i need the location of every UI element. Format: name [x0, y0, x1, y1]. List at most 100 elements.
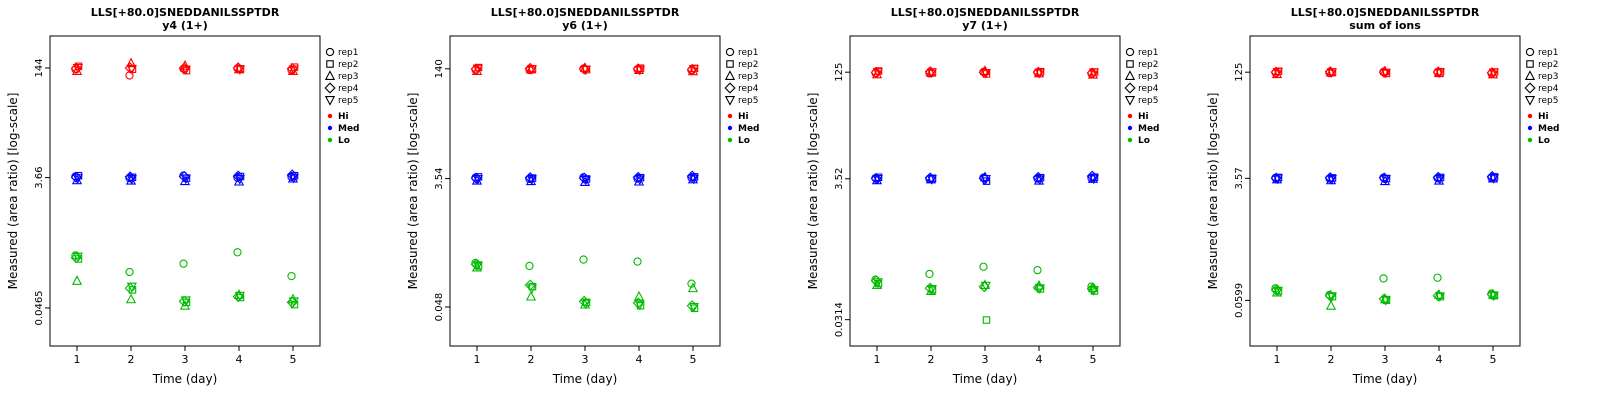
legend-marker-rep1 — [325, 47, 335, 57]
legend-label-rep2: rep2 — [738, 60, 758, 70]
legend-label-rep5: rep5 — [1138, 96, 1158, 106]
data-point-lo-day1-rep5 — [472, 261, 483, 271]
data-point-hi-day2-rep5 — [526, 65, 537, 76]
legend-marker-rep3 — [1524, 70, 1536, 80]
data-point-lo-day3-rep5 — [580, 299, 591, 310]
legend-marker-rep2 — [726, 60, 734, 68]
data-point-hi-day1-rep4 — [70, 62, 82, 74]
plot-border — [849, 35, 1121, 347]
legend-label-rep3: rep3 — [1138, 72, 1158, 82]
x-tick-label: 3 — [182, 353, 189, 366]
legend-label-rep1: rep1 — [1538, 48, 1558, 58]
data-point-hi-day3-rep5 — [180, 65, 191, 76]
data-point-lo-day4-rep4 — [232, 291, 244, 303]
data-point-lo-day5-rep5 — [1088, 285, 1099, 296]
data-point-lo-day3-rep4 — [978, 281, 990, 293]
data-point-hi-day5-rep4 — [1086, 67, 1098, 79]
data-point-lo-day3-rep4 — [1378, 293, 1390, 305]
data-point-hi-day4-rep5 — [1034, 68, 1045, 79]
data-point-hi-day3-rep4 — [1378, 66, 1390, 78]
legend-label-rep2: rep2 — [1138, 60, 1158, 70]
plot-svg: 1 2 3 4 5 125 3.52 0.0314 rep1 rep2 rep3 rep4 rep5 Hi… — [834, 35, 1160, 366]
legend-dot-med — [1527, 125, 1533, 131]
data-point-lo-day5-rep4 — [686, 300, 698, 312]
y-tick-label: 144 — [34, 58, 45, 77]
data-point-hi-day4-rep5 — [634, 65, 645, 76]
legend-dot-hi — [1527, 113, 1533, 119]
data-point-med-day1-rep4 — [70, 171, 82, 183]
data-point-lo-day1-rep5 — [72, 252, 83, 263]
y-tick-label: 0.0599 — [1234, 283, 1245, 318]
data-point-lo-day3-rep4 — [178, 295, 190, 307]
x-tick-label: 4 — [236, 353, 243, 366]
data-point-hi-day1-rep5 — [72, 64, 83, 74]
data-point-hi-day2-rep4 — [124, 62, 136, 74]
y-tick-label: 125 — [834, 63, 845, 82]
legend-label-hi: Hi — [1138, 112, 1149, 122]
data-point-lo-day4-rep4 — [1032, 281, 1044, 294]
data-point-hi-day2-rep3 — [125, 57, 137, 68]
data-point-hi-day3-rep4 — [578, 63, 590, 75]
legend-label-rep2: rep2 — [338, 60, 358, 70]
plot-border — [1249, 35, 1521, 347]
data-point-lo-day3-rep1 — [179, 259, 188, 268]
data-point-lo-day3-rep1 — [979, 262, 988, 271]
data-point-lo-day4-rep1 — [633, 257, 642, 266]
legend-label-lo: Lo — [738, 136, 750, 146]
data-point-lo-day2-rep1 — [525, 261, 534, 271]
data-point-lo-day3-rep1 — [579, 255, 588, 264]
data-point-lo-day2-rep1 — [125, 267, 134, 277]
legend-marker-rep4 — [1124, 82, 1136, 94]
data-point-lo-day1-rep4 — [1270, 284, 1282, 296]
x-tick-label: 3 — [982, 353, 989, 366]
chart-panel-y4: LLS[+80.0]SNEDDANILSSPTDR y4 (1+) Measur… — [0, 0, 400, 400]
data-point-lo-day4-rep1 — [233, 248, 242, 257]
data-point-lo-day3-rep5 — [980, 281, 991, 292]
x-tick-label: 1 — [1274, 353, 1281, 366]
panel-subtitle: sum of ions — [1349, 19, 1421, 32]
legend-label-rep5: rep5 — [1538, 96, 1558, 106]
legend-dot-hi — [727, 113, 733, 119]
data-point-lo-day2-rep3 — [1325, 299, 1337, 310]
data-point-hi-day3-rep4 — [978, 66, 990, 79]
plot-svg: 1 2 3 4 5 140 3.54 0.048 rep1 rep2 rep3 rep4 rep5 Hi M… — [434, 35, 760, 366]
y-tick-label: 3.52 — [834, 168, 845, 190]
data-point-hi-day5-rep4 — [286, 63, 298, 75]
legend-marker-rep2 — [1126, 60, 1134, 68]
data-point-hi-day5-rep5 — [1488, 68, 1499, 79]
x-tick-label: 3 — [582, 353, 589, 366]
data-point-lo-day5-rep1 — [287, 271, 296, 281]
data-point-hi-day2-rep4 — [924, 66, 936, 78]
data-point-hi-day2-rep5 — [1326, 68, 1337, 78]
y-tick-label: 3.57 — [1234, 167, 1245, 189]
legend-marker-rep3 — [324, 70, 336, 80]
chart-panel-y6: LLS[+80.0]SNEDDANILSSPTDR y6 (1+) Measur… — [400, 0, 800, 400]
data-point-lo-day4-rep5 — [234, 291, 245, 302]
data-point-med-day3-rep5 — [180, 174, 191, 185]
data-point-med-day4-rep5 — [1034, 175, 1045, 186]
chart-panel-y7: LLS[+80.0]SNEDDANILSSPTDR y7 (1+) Measur… — [800, 0, 1200, 400]
y-tick-label: 0.0465 — [34, 290, 45, 325]
legend-marker-rep1 — [1125, 47, 1135, 57]
data-point-lo-day5-rep5 — [288, 297, 299, 308]
x-tick-label: 1 — [74, 353, 81, 366]
x-axis-label: Time (day) — [552, 372, 618, 386]
data-point-med-day3-rep5 — [580, 175, 591, 186]
data-point-lo-day3-rep5 — [180, 296, 191, 307]
data-point-lo-day1-rep5 — [872, 278, 883, 289]
data-point-hi-day5-rep5 — [288, 65, 299, 76]
panel-subtitle: y6 (1+) — [562, 19, 608, 32]
x-axis-label: Time (day) — [952, 372, 1018, 386]
panel-title: LLS[+80.0]SNEDDANILSSPTDR — [490, 6, 680, 19]
data-point-lo-day2-rep2 — [528, 282, 537, 291]
y-tick-label: 0.048 — [434, 293, 445, 322]
legend-label-rep1: rep1 — [738, 48, 758, 58]
data-point-lo-day4-rep3 — [633, 290, 645, 301]
data-point-med-day3-rep4 — [1378, 172, 1390, 184]
data-point-lo-day5-rep4 — [1486, 288, 1498, 301]
legend-dot-lo — [327, 137, 333, 143]
x-tick-label: 1 — [874, 353, 881, 366]
data-point-lo-day2-rep3 — [125, 293, 137, 304]
data-point-lo-day1-rep5 — [1272, 286, 1283, 297]
